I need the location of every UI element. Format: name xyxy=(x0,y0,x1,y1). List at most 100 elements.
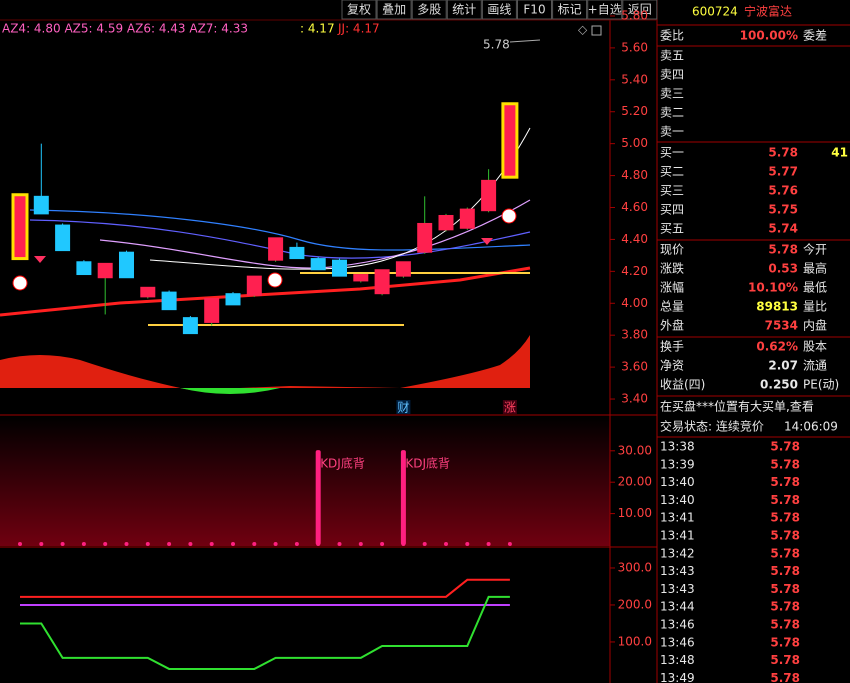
tick-price: 5.78 xyxy=(770,653,800,667)
kdj-signal xyxy=(315,450,321,545)
kdj-dot xyxy=(81,542,86,546)
kdj-dot xyxy=(294,542,299,546)
tick-time: 13:38 xyxy=(660,440,695,454)
pointer-line xyxy=(509,39,541,43)
kdj-dot xyxy=(358,542,363,546)
candle-body xyxy=(459,208,475,229)
quote-label: 卖三 xyxy=(660,87,684,101)
quote-label: 买二 xyxy=(660,165,684,179)
toolbar-label[interactable]: 画线 xyxy=(487,3,511,17)
diamond-icon: ◇ xyxy=(578,23,588,37)
indicator-line xyxy=(20,578,510,598)
toolbar-button[interactable] xyxy=(411,0,447,20)
quote-label: 买四 xyxy=(660,203,684,217)
candle-body xyxy=(289,246,305,260)
kdj-dot xyxy=(60,542,65,546)
tag-box xyxy=(502,400,517,414)
toolbar-label[interactable]: 叠加 xyxy=(382,3,406,17)
stock-name: 宁波富达 xyxy=(744,4,792,19)
y-tick-label: 300.0 xyxy=(618,560,652,574)
toolbar-label[interactable]: F10 xyxy=(523,3,545,17)
trend-area xyxy=(0,335,530,390)
kdj-dot xyxy=(444,542,448,546)
tick-time: 13:43 xyxy=(660,582,695,596)
clock: 14:06:09 xyxy=(784,420,838,434)
toolbar-label[interactable]: 复权 xyxy=(347,3,371,17)
quote-label: 涨幅 xyxy=(660,280,684,295)
quote-value: 5.78 xyxy=(768,146,798,160)
y-tick-label: 5.00 xyxy=(621,136,648,150)
quote-label: 股本 xyxy=(803,340,827,354)
candle-body xyxy=(225,293,241,306)
tick-price: 5.78 xyxy=(770,475,800,489)
quote-label: 卖二 xyxy=(660,106,684,120)
tick-price: 5.78 xyxy=(770,635,800,649)
toolbar-button[interactable] xyxy=(341,0,377,20)
candle-body xyxy=(268,237,284,261)
kdj-signal-label: KDJ底背 xyxy=(320,456,365,471)
tick-price: 5.78 xyxy=(770,582,800,596)
kdj-dot xyxy=(39,542,44,546)
toolbar-button[interactable] xyxy=(552,0,588,20)
quote-label: 内盘 xyxy=(803,318,827,333)
toolbar-label[interactable]: 统计 xyxy=(452,3,476,17)
quote-label: 量比 xyxy=(803,300,827,314)
quote-value: 10.10% xyxy=(748,281,798,295)
quote-label: 买一 xyxy=(660,146,684,160)
y-tick-label: 4.60 xyxy=(621,200,648,214)
quote-label: 卖一 xyxy=(660,125,684,139)
quote-label: 外盘 xyxy=(660,318,684,333)
tick-time: 13:46 xyxy=(660,635,695,649)
candle-body xyxy=(332,259,347,277)
quote-value: 2.07 xyxy=(768,359,798,373)
quote-value: 89813 xyxy=(756,300,798,314)
last-price-label: 5.78 xyxy=(483,38,510,52)
y-tick-label: 30.00 xyxy=(618,443,652,457)
kdj-dot xyxy=(507,542,512,546)
tick-price: 5.78 xyxy=(770,564,800,578)
tick-time: 13:48 xyxy=(660,653,695,667)
kdj-background xyxy=(0,416,610,546)
candle-body xyxy=(481,179,497,212)
candle-body xyxy=(11,193,29,261)
y-tick-label: 20.00 xyxy=(618,475,652,489)
y-tick-label: 3.40 xyxy=(621,392,648,406)
candle-body xyxy=(310,258,326,271)
quote-label: PE(动) xyxy=(803,378,839,392)
toolbar-button[interactable] xyxy=(517,0,552,20)
kdj-dot xyxy=(188,542,193,546)
toolbar-label[interactable]: 标记 xyxy=(558,3,582,17)
tick-price: 5.78 xyxy=(770,618,800,632)
window-icon xyxy=(591,25,602,36)
y-tick-label: 4.40 xyxy=(621,232,648,246)
candle-body xyxy=(97,262,113,279)
indicator-mid: : 4.17 xyxy=(300,22,335,36)
toolbar-label[interactable]: 返回 xyxy=(628,3,652,17)
quote-value: 7534 xyxy=(765,319,798,333)
y-tick-label: 4.20 xyxy=(621,264,648,278)
quote-label: 卖五 xyxy=(660,49,684,63)
indicator-jj: JJ: 4.17 xyxy=(337,22,380,36)
toolbar-button[interactable] xyxy=(481,0,517,20)
toolbar-button[interactable] xyxy=(446,0,482,20)
toolbar-label[interactable]: +自选 xyxy=(588,3,622,17)
candle-body xyxy=(438,214,454,231)
toolbar-label[interactable]: 多股 xyxy=(417,3,441,17)
kdj-dot xyxy=(231,542,235,546)
toolbar-button[interactable] xyxy=(587,0,623,20)
toolbar-button[interactable] xyxy=(622,0,658,20)
quote-label: 最低 xyxy=(803,281,827,295)
y-tick-label: 3.80 xyxy=(621,328,648,342)
toolbar-button[interactable] xyxy=(376,0,412,20)
kdj-dot xyxy=(422,542,427,546)
gem-icon xyxy=(34,256,46,263)
gem-icon xyxy=(481,238,493,245)
trend-area xyxy=(180,388,280,394)
tick-price: 5.78 xyxy=(770,511,800,525)
buy-icon xyxy=(267,272,283,288)
kdj-dot xyxy=(252,542,257,546)
quote-label: 总量 xyxy=(660,300,684,314)
quote-label: 买五 xyxy=(660,222,684,236)
